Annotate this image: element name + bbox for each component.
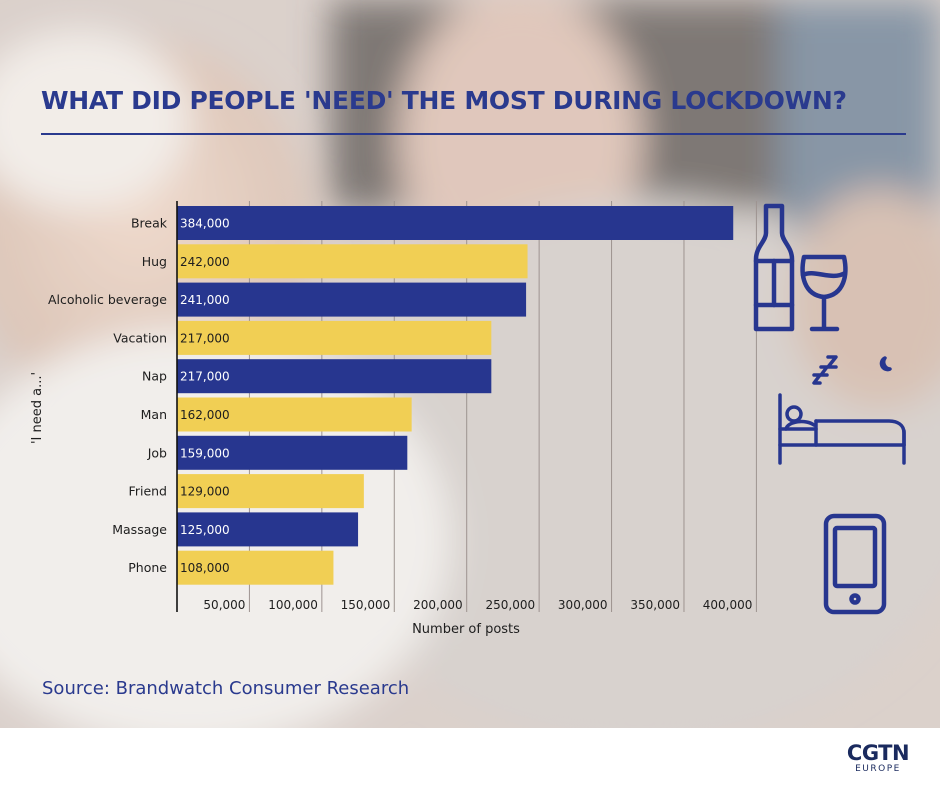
smartphone-icon [823,513,887,615]
category-label: Hug [142,254,167,269]
bar-job [177,435,408,470]
value-label: 108,000 [180,561,230,575]
x-tick-label: 200,000 [413,598,463,612]
x-tick-label: 350,000 [630,598,680,612]
x-tick-label: 150,000 [341,598,391,612]
logo-subtitle: EUROPE [855,764,901,774]
x-axis-title: Number of posts [412,622,520,637]
bar-phone [177,550,334,585]
value-label: 384,000 [180,217,230,231]
value-label: 159,000 [180,446,230,460]
bar-man [177,397,412,432]
value-label: 242,000 [180,255,230,269]
category-label: Alcoholic beverage [48,292,167,307]
x-tick-label: 400,000 [703,598,753,612]
value-label: 129,000 [180,485,230,499]
logo-wordmark: CGTN [846,741,910,765]
category-label: Break [131,216,168,231]
bar-chart: Break Hug Alcoholic beverage Vacation Nap Man… [30,201,757,637]
sleeping-in-bed-icon [778,355,906,465]
bar-nap [177,359,492,394]
bar-vacation [177,320,492,355]
value-label: 125,000 [180,523,230,537]
category-label: Massage [112,522,167,537]
bar-alcoholic-beverage [177,282,527,317]
x-tick-label: 100,000 [268,598,318,612]
wine-bottle-and-glass-icon [753,203,848,332]
category-label: Man [141,407,167,422]
y-axis-title: 'I need a...' [30,372,45,444]
category-label: Job [147,445,167,460]
bar-hug [177,244,528,279]
category-label: Friend [129,484,167,499]
chart-title: WHAT DID PEOPLE 'NEED' THE MOST DURING L… [41,86,847,115]
bar-friend [177,474,364,509]
value-label: 241,000 [180,293,230,307]
footer-band [0,728,940,788]
source-note: Source: Brandwatch Consumer Research [42,678,410,699]
category-label: Vacation [113,330,167,345]
bar-break [177,206,734,240]
category-label: Phone [128,560,167,575]
x-tick-label: 50,000 [203,598,245,612]
category-label: Nap [142,369,167,384]
cgtn-europe-logo: CGTN EUROPE [838,742,918,774]
title-divider [41,133,906,135]
x-tick-label: 300,000 [558,598,608,612]
x-tick-label: 250,000 [486,598,536,612]
value-label: 217,000 [180,331,230,345]
value-label: 162,000 [180,408,230,422]
bar-massage [177,512,359,547]
value-label: 217,000 [180,370,230,384]
